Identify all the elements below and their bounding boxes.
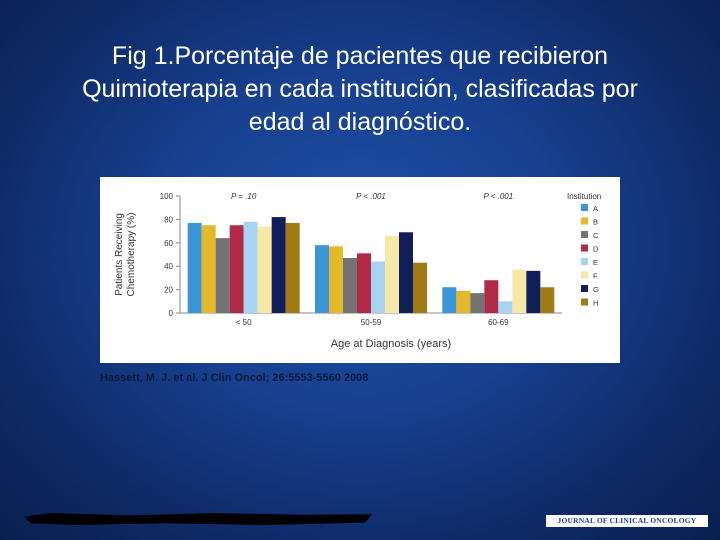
legend-swatch-d bbox=[581, 244, 588, 252]
bar-g-0 bbox=[271, 217, 286, 313]
decorative-stripe bbox=[24, 513, 372, 525]
bar-h-2 bbox=[540, 287, 555, 313]
bar-g-1 bbox=[399, 232, 413, 313]
bar-a-1 bbox=[315, 245, 329, 313]
legend-swatch-g bbox=[581, 285, 588, 292]
legend-label-b: B bbox=[593, 218, 598, 227]
bar-e-0 bbox=[243, 221, 258, 313]
legend-label-e: E bbox=[593, 258, 598, 267]
bar-c-2 bbox=[470, 293, 485, 313]
bar-f-2 bbox=[512, 269, 527, 313]
y-tick-label: 0 bbox=[169, 309, 174, 318]
bar-c-0 bbox=[215, 238, 230, 313]
title-line-1: Fig 1.Porcentaje de pacientes que recibi… bbox=[111, 42, 609, 70]
legend-label-c: C bbox=[593, 231, 599, 240]
legend-title: Institution bbox=[567, 192, 601, 201]
bar-f-0 bbox=[257, 226, 272, 313]
legend-label-a: A bbox=[593, 204, 598, 213]
slide-title: Fig 1.Porcentaje de pacientes que recibi… bbox=[10, 40, 710, 139]
bar-h-1 bbox=[413, 262, 427, 313]
bar-d-1 bbox=[357, 253, 371, 313]
x-tick-label: < 50 bbox=[236, 318, 252, 327]
chart-panel: 0 20 40 60 80 100 Patients Receiving Chemothera… bbox=[100, 177, 620, 363]
x-tick-label: 50-59 bbox=[361, 318, 382, 327]
bar-f-1 bbox=[385, 235, 399, 313]
legend-swatch-c bbox=[581, 231, 588, 238]
p-value-annotation: P < .001 bbox=[356, 192, 386, 201]
y-tick-label: 60 bbox=[164, 239, 173, 248]
bar-chart: 0 20 40 60 80 100 Patients Receiving Chemothera… bbox=[114, 192, 601, 350]
y-tick-label: 100 bbox=[160, 192, 174, 201]
citation: Hassett, M. J. et al. J Clin Oncol; 26:5… bbox=[100, 372, 369, 384]
legend-swatch-f bbox=[581, 271, 588, 279]
y-tick-label: 80 bbox=[164, 215, 173, 224]
legend-swatch-b bbox=[581, 217, 588, 225]
y-tick-label: 40 bbox=[164, 262, 173, 271]
legend-swatch-a bbox=[581, 204, 588, 211]
bar-e-1 bbox=[371, 261, 385, 313]
bar-c-1 bbox=[343, 258, 357, 313]
bar-g-2 bbox=[526, 270, 541, 313]
bar-d-0 bbox=[229, 225, 244, 313]
bar-e-2 bbox=[498, 301, 513, 313]
title-line-3: edad al diagnóstico. bbox=[248, 108, 472, 136]
journal-logo: JOURNAL OF CLINICAL ONCOLOGY bbox=[546, 515, 708, 527]
y-axis-label: Chemotherapy (%) bbox=[126, 213, 137, 297]
bar-b-0 bbox=[201, 225, 216, 313]
bar-a-2 bbox=[442, 287, 457, 313]
p-value-annotation: P < .001 bbox=[483, 192, 513, 201]
bar-h-0 bbox=[285, 222, 300, 313]
x-axis-label: Age at Diagnosis (years) bbox=[331, 338, 451, 350]
legend-label-g: G bbox=[593, 285, 599, 294]
legend-swatch-h bbox=[581, 298, 588, 306]
bar-b-1 bbox=[329, 246, 343, 313]
p-value-annotation: P = .10 bbox=[231, 192, 257, 201]
x-tick-label: 60-69 bbox=[488, 318, 509, 327]
bar-a-0 bbox=[187, 222, 202, 313]
title-line-2: Quimioterapia en cada institución, clasi… bbox=[82, 75, 638, 103]
legend-label-f: F bbox=[593, 272, 598, 281]
bar-b-2 bbox=[456, 290, 471, 313]
y-tick-label: 20 bbox=[164, 286, 173, 295]
legend-label-d: D bbox=[593, 245, 599, 254]
y-axis-label: Patients Receiving bbox=[114, 213, 125, 296]
bar-d-2 bbox=[484, 280, 499, 313]
legend-swatch-e bbox=[581, 258, 588, 265]
legend-label-h: H bbox=[593, 299, 598, 308]
